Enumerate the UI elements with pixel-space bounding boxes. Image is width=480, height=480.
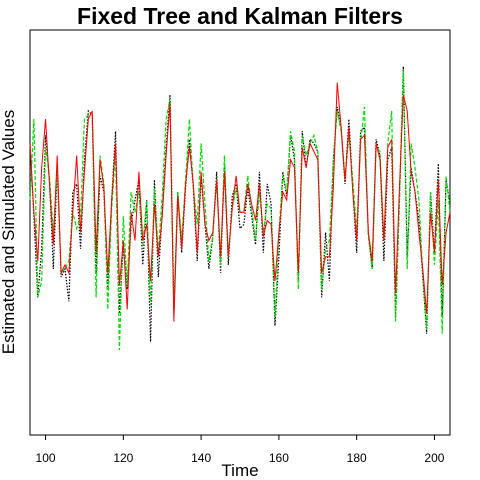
x-axis: 100 120 140 160 180 200 bbox=[36, 435, 445, 465]
y-axis-label: Estimated and Simulated Values bbox=[0, 110, 18, 354]
plot-box bbox=[29, 29, 451, 436]
chart-title: Fixed Tree and Kalman Filters bbox=[77, 3, 403, 29]
x-tick-label-100: 100 bbox=[36, 451, 56, 465]
x-tick-label-200: 200 bbox=[424, 451, 444, 465]
x-tick-label-160: 160 bbox=[269, 451, 289, 465]
x-tick-label-120: 120 bbox=[113, 451, 133, 465]
x-axis-label: Time bbox=[221, 461, 258, 480]
x-tick-label-180: 180 bbox=[347, 451, 367, 465]
series-line-red-solid bbox=[29, 82, 451, 322]
series-line-black-dotted bbox=[29, 66, 451, 342]
series-layer bbox=[29, 66, 451, 350]
x-tick-label-140: 140 bbox=[191, 451, 211, 465]
